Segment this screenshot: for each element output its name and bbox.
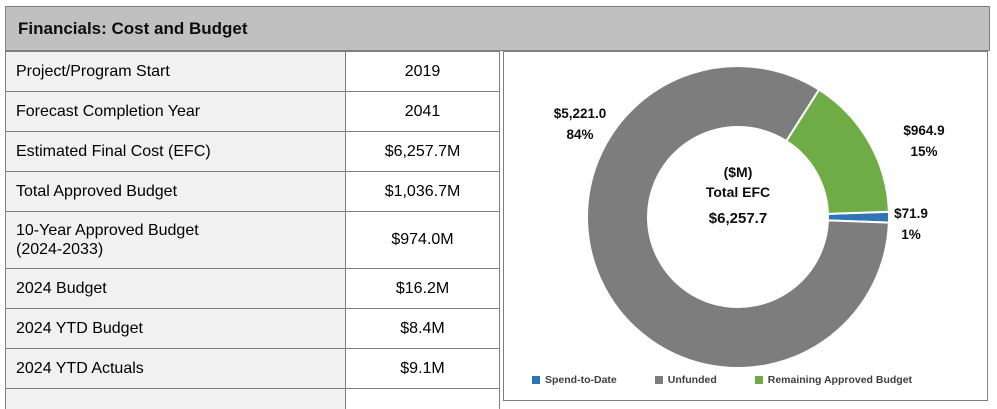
row-label: Project/Program Start [5, 51, 346, 92]
row-label: 2024 YTD Budget [5, 308, 346, 349]
center-value: $6,257.7 [708, 210, 768, 227]
label-unfunded-pct: 84% [566, 127, 594, 142]
donut-slice-unfunded [586, 65, 890, 369]
row-value: 2041 [345, 91, 500, 132]
label-unfunded-value: $5,221.0 [553, 106, 607, 121]
fin-table-body: Project/Program Start 2019 Forecast Comple… [5, 51, 500, 409]
legend-label: Remaining Approved Budget [767, 374, 913, 386]
label-remaining-value: $964.9 [903, 123, 945, 138]
row-value: $16.2M [345, 268, 500, 309]
donut-svg [586, 65, 891, 369]
center-title: Total EFC [705, 184, 771, 200]
row-value: $8.4M [345, 308, 500, 349]
label-remaining-approved-budget: $964.9 15% [903, 120, 944, 162]
row-value: $6,257.7M [345, 131, 500, 172]
row-label [5, 388, 346, 409]
legend-item-spend-to-date: Spend-to-Date [532, 374, 617, 386]
table-row: 2024 Budget $16.2M [5, 268, 500, 309]
row-label: 10-Year Approved Budget (2024-2033) [5, 211, 346, 269]
row-label: Total Approved Budget [5, 171, 346, 212]
legend-swatch-icon [654, 376, 663, 384]
legend-label: Spend-to-Date [545, 374, 617, 386]
row-value [345, 388, 500, 409]
table-row-clipped [5, 388, 500, 409]
panel-title: Financials: Cost and Budget [18, 18, 248, 38]
row-value: 2019 [345, 51, 500, 92]
label-spend-value: $71.9 [894, 206, 928, 221]
table-row: Total Approved Budget $1,036.7M [5, 171, 500, 212]
financials-table: Project/Program Start 2019 Forecast Comple… [5, 51, 500, 409]
center-units: ($M) [723, 164, 753, 180]
row-value: $9.1M [345, 348, 500, 389]
table-row: Estimated Final Cost (EFC) $6,257.7M [5, 131, 500, 172]
row-label: Estimated Final Cost (EFC) [5, 131, 346, 172]
label-spend-to-date: $71.9 1% [894, 203, 928, 245]
row-label: 2024 Budget [5, 268, 346, 309]
row-label: Forecast Completion Year [5, 91, 346, 132]
row-label: 2024 YTD Actuals [5, 348, 346, 389]
donut-center-label: ($M) Total EFC $6,257.7 [706, 162, 770, 229]
efc-donut-chart: ($M) Total EFC $6,257.7 $5,221.0 84% $96… [503, 51, 988, 401]
legend-swatch-icon [754, 376, 763, 384]
legend-item-unfunded: Unfunded [654, 374, 717, 386]
row-value: $1,036.7M [345, 171, 500, 212]
legend-item-remaining-approved-budget: Remaining Approved Budget [754, 374, 913, 386]
label-spend-pct: 1% [901, 227, 921, 242]
legend-label: Unfunded [667, 374, 717, 386]
table-row: 10-Year Approved Budget (2024-2033) $974.… [5, 211, 500, 269]
chart-legend: Spend-to-Date Unfunded Remaining Approved … [532, 374, 912, 386]
legend-swatch-icon [532, 376, 540, 384]
table-row: 2024 YTD Budget $8.4M [5, 308, 500, 349]
row-value: $974.0M [345, 211, 500, 269]
label-unfunded: $5,221.0 84% [554, 103, 607, 145]
table-row: 2024 YTD Actuals $9.1M [5, 348, 500, 389]
label-remaining-pct: 15% [910, 144, 938, 159]
table-row: Project/Program Start 2019 [5, 51, 500, 92]
table-row: Forecast Completion Year 2041 [5, 91, 500, 132]
donut-slice-remaining-approved-budget [784, 88, 890, 215]
panel-header: Financials: Cost and Budget [5, 6, 990, 51]
